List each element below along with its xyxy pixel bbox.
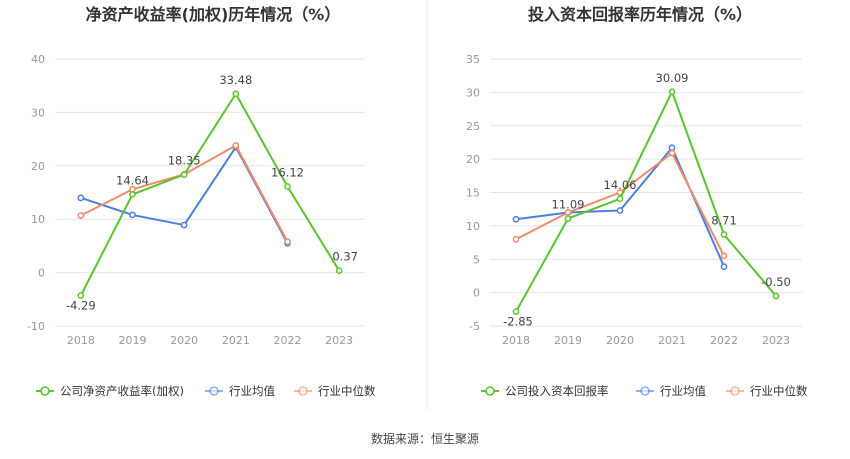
y-tick-label: 10 xyxy=(31,213,45,226)
series-line xyxy=(515,90,777,313)
legend-marker-icon xyxy=(40,386,50,396)
data-point[interactable] xyxy=(564,215,572,222)
data-point[interactable] xyxy=(616,195,624,203)
y-tick-label: 20 xyxy=(31,160,45,173)
data-point[interactable] xyxy=(284,183,291,190)
data-point[interactable] xyxy=(668,149,676,157)
x-tick-label: 2023 xyxy=(325,334,353,347)
data-point[interactable] xyxy=(720,252,728,260)
data-point[interactable] xyxy=(129,191,136,198)
y-tick-label: 35 xyxy=(466,53,480,66)
data-point[interactable] xyxy=(180,171,188,178)
y-tick-label: 0 xyxy=(38,267,45,280)
data-point[interactable] xyxy=(232,90,240,98)
legend-label: 公司净资产收益率(加权) xyxy=(60,384,184,398)
data-point[interactable] xyxy=(772,292,780,300)
legend-marker-icon xyxy=(485,386,495,396)
data-label: 30.09 xyxy=(656,71,689,85)
data-label: 16.12 xyxy=(271,166,304,180)
y-tick-label: 15 xyxy=(466,187,480,200)
data-point[interactable] xyxy=(77,212,85,219)
y-tick-label: -10 xyxy=(27,320,45,333)
data-point[interactable] xyxy=(77,292,85,299)
x-tick-label: 2021 xyxy=(222,334,250,347)
legend-label: 行业中位数 xyxy=(318,384,376,398)
legend-item[interactable]: 公司净资产收益率(加权) xyxy=(36,384,184,398)
x-tick-label: 2018 xyxy=(502,334,530,347)
data-label: 33.48 xyxy=(219,73,252,87)
y-tick-label: 40 xyxy=(31,53,45,66)
data-label: -2.85 xyxy=(503,315,533,329)
data-point[interactable] xyxy=(720,231,728,238)
legend-marker-icon xyxy=(730,386,740,396)
data-point[interactable] xyxy=(720,263,728,270)
legend-marker-icon xyxy=(209,386,219,396)
legend-item[interactable]: 行业中位数 xyxy=(294,384,376,398)
data-source-note: 数据来源：恒生聚源 xyxy=(371,431,479,446)
data-point[interactable] xyxy=(129,211,136,219)
series-line xyxy=(79,92,341,296)
chart-title-roe: 净资产收益率(加权)历年情况（%） xyxy=(86,5,341,24)
chart-roe: 40 30 20 10 0 -10 2018 2019 2020 2021 2022 2023 -4.2… xyxy=(27,53,376,398)
x-tick-label: 2023 xyxy=(762,334,790,347)
x-tick-label: 2022 xyxy=(274,334,302,347)
data-point[interactable] xyxy=(335,267,343,274)
data-point[interactable] xyxy=(668,144,676,152)
data-label: 14.64 xyxy=(116,173,149,187)
chart-roic: 35 30 25 20 15 10 5 0 -5 2018 2019 2020 2021 2022 2023… xyxy=(466,53,808,398)
x-tick-label: 2020 xyxy=(606,334,634,347)
legend-item[interactable]: 行业均值 xyxy=(205,384,275,398)
y-tick-label: 25 xyxy=(466,120,480,133)
chart-title-roic: 投入资本回报率历年情况（%） xyxy=(528,5,752,24)
series-line xyxy=(515,152,725,257)
x-tick-label: 2021 xyxy=(658,334,686,347)
data-label: -0.50 xyxy=(761,275,791,289)
data-point[interactable] xyxy=(616,207,624,214)
y-tick-label: 30 xyxy=(31,106,45,119)
legend-item[interactable]: 行业均值 xyxy=(636,384,706,398)
data-point[interactable] xyxy=(512,308,520,315)
data-point[interactable] xyxy=(180,221,188,229)
x-tick-label: 2018 xyxy=(67,334,95,347)
data-point[interactable] xyxy=(232,142,240,149)
legend-label: 行业均值 xyxy=(660,384,706,398)
y-tick-label: 0 xyxy=(473,287,480,300)
x-tick-label: 2020 xyxy=(170,334,198,347)
data-point[interactable] xyxy=(512,235,520,243)
data-label: 8.71 xyxy=(711,213,737,227)
legend-marker-icon xyxy=(298,386,308,396)
data-label: 14.06 xyxy=(604,178,637,192)
y-tick-label: 10 xyxy=(466,220,480,233)
data-label: 18.35 xyxy=(168,154,201,168)
legend-label: 行业均值 xyxy=(229,384,275,398)
y-tick-label: 20 xyxy=(466,153,480,166)
legend-item[interactable]: 行业中位数 xyxy=(726,384,808,398)
x-tick-label: 2019 xyxy=(554,334,582,347)
x-tick-label: 2019 xyxy=(119,334,147,347)
data-point[interactable] xyxy=(77,194,85,202)
y-tick-label: 30 xyxy=(466,86,480,99)
data-point[interactable] xyxy=(512,215,520,223)
data-point[interactable] xyxy=(284,238,291,245)
data-label: 0.37 xyxy=(332,250,358,264)
legend-label: 公司投入资本回报率 xyxy=(505,384,609,398)
legend-label: 行业中位数 xyxy=(750,384,808,398)
data-point[interactable] xyxy=(668,88,676,96)
y-tick-label: 5 xyxy=(473,253,480,266)
data-label: 11.09 xyxy=(552,198,585,212)
legend-marker-icon xyxy=(640,386,650,396)
x-tick-label: 2022 xyxy=(710,334,738,347)
y-tick-label: -5 xyxy=(469,320,480,333)
data-point[interactable] xyxy=(564,209,572,216)
legend-item[interactable]: 公司投入资本回报率 xyxy=(481,384,609,398)
data-label: -4.29 xyxy=(66,299,96,313)
